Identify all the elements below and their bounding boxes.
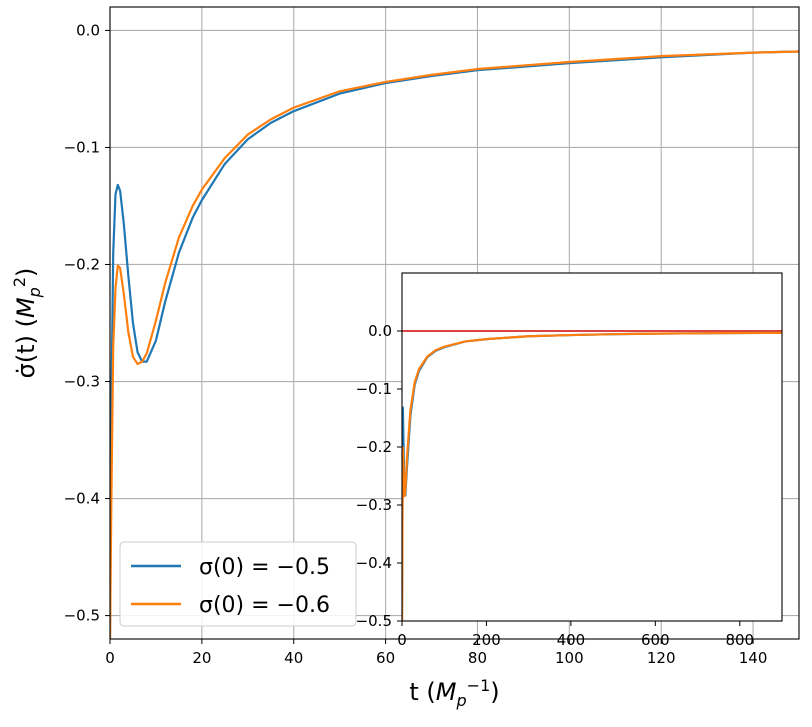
series-line-1 [110,50,799,639]
inset-x-tick-label: 600 [641,631,670,649]
legend-label-2: σ(0) = −0.6 [199,593,330,618]
y-tick-label: −0.3 [64,373,100,391]
x-axis-label: t (Mp−1) [409,676,499,710]
inset-y-tick-label: −0.3 [356,496,392,514]
series-group [110,50,799,639]
y-tick-label: −0.1 [64,138,100,156]
y-tick-label: −0.2 [64,255,100,273]
y-tick-label: −0.4 [64,490,100,508]
plot-frame [109,6,800,640]
inset-y-tick-label: −0.5 [356,612,392,630]
x-tick-label: 40 [284,649,303,667]
legend-label-1: σ(0) = −0.5 [199,555,330,580]
y-tick-label: −0.5 [64,607,100,625]
y-tick-label: 0.0 [76,21,100,39]
inset-x-tick-label: 400 [557,631,586,649]
x-tick-label: 120 [647,649,676,667]
inset-series-line-2 [402,331,782,621]
inset-x-tick-label: 800 [725,631,754,649]
inset-x-tick-label: 0 [397,631,407,649]
x-tick-label: 60 [376,649,395,667]
inset-y-tick-label: −0.4 [356,554,392,572]
x-tick-label: 20 [192,649,211,667]
inset-plot: 0 200 400 600 800 0.0 −0.1 −0.2 −0.3 −0.4 −0.5 [356,272,783,649]
legend: σ(0) = −0.5 σ(0) = −0.6 [119,541,357,627]
inset-series-group [402,330,782,621]
inset-background [402,273,782,621]
series-line-2 [110,50,799,639]
x-tick-label: 80 [468,649,487,667]
inset-x-tick-label: 200 [472,631,501,649]
x-tick-label: 140 [739,649,768,667]
y-axis-label: σ̇(t) (Mp2) [10,268,44,379]
inset-y-tick-label: 0.0 [368,322,392,340]
inset-y-tick-label: −0.1 [356,380,392,398]
inset-y-tick-label: −0.2 [356,438,392,456]
x-tick-label: 100 [555,649,584,667]
x-tick-label: 0 [105,649,115,667]
